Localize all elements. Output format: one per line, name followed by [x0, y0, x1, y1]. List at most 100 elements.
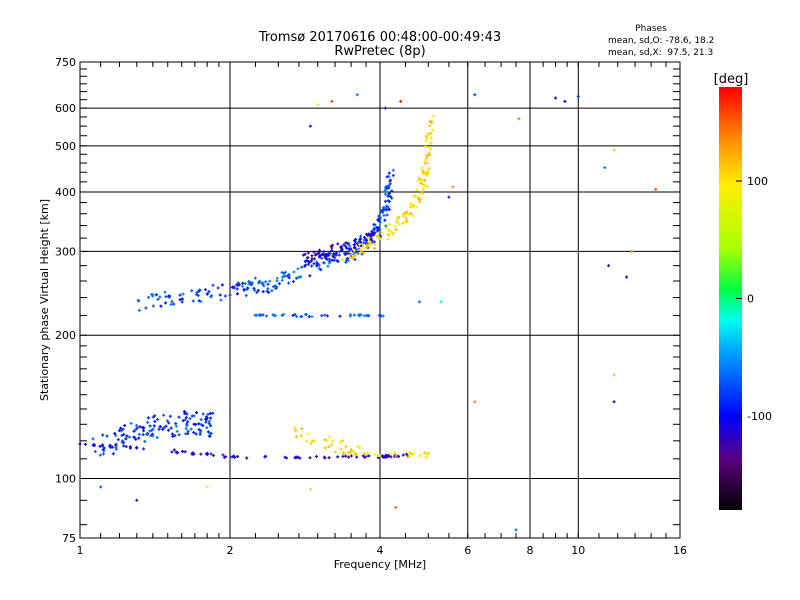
trace-point: [409, 202, 413, 206]
trace-point: [209, 424, 213, 428]
trace-point: [364, 246, 368, 250]
trace-point: [388, 194, 392, 198]
trace-point: [407, 451, 411, 455]
trace-point: [352, 248, 356, 252]
trace-point: [264, 280, 268, 284]
trace-point: [363, 235, 367, 239]
trace-point: [380, 231, 384, 235]
trace-point: [411, 195, 415, 199]
trace-point: [114, 442, 118, 446]
trace-point: [376, 234, 380, 238]
trace-point: [122, 444, 126, 448]
trace-point: [292, 270, 296, 274]
stats-o-mode: mean, sd,O: -78.6, 18.2: [608, 36, 714, 46]
trace-point: [339, 447, 343, 451]
trace-point: [101, 452, 105, 456]
trace-point: [342, 243, 346, 247]
trace-point: [395, 217, 399, 221]
trace-point: [168, 414, 172, 418]
trace-point: [322, 261, 326, 265]
trace-point: [346, 259, 350, 263]
trace-point: [299, 434, 303, 438]
trace-point: [143, 439, 147, 443]
trace-point: [387, 233, 391, 237]
outlier-point: [612, 148, 616, 152]
trace-point: [147, 295, 151, 299]
trace-point: [379, 314, 383, 318]
trace-point: [378, 237, 382, 241]
trace-point: [326, 264, 330, 268]
trace-point: [258, 279, 262, 283]
trace-point: [190, 414, 194, 418]
trace-point: [209, 416, 213, 420]
trace-point: [266, 287, 270, 291]
trace-point: [291, 280, 295, 284]
trace-point: [119, 426, 123, 430]
trace-point: [381, 206, 385, 210]
trace-point: [411, 204, 415, 208]
trace-point: [353, 245, 357, 249]
trace-point: [132, 429, 136, 433]
trace-point: [354, 247, 358, 251]
trace-point: [358, 446, 362, 450]
trace-point: [298, 456, 302, 460]
trace-point: [351, 249, 355, 253]
trace-point: [166, 428, 170, 432]
trace-point: [309, 441, 313, 445]
trace-point: [347, 455, 351, 459]
trace-point: [155, 436, 159, 440]
trace-point: [367, 454, 371, 458]
trace-point: [181, 419, 185, 423]
trace-point: [283, 270, 287, 274]
outlier-point: [517, 117, 521, 121]
trace-point: [277, 282, 281, 286]
trace-point: [418, 200, 422, 204]
outlier-point: [630, 249, 634, 253]
trace-point: [98, 453, 102, 457]
stats-x-mode: mean, sd,X: 97.5, 21.3: [608, 48, 713, 58]
outlier-point: [135, 498, 139, 502]
outlier-point: [473, 93, 477, 97]
trace-point: [422, 171, 426, 175]
trace-point: [344, 260, 348, 264]
trace-point: [141, 433, 145, 437]
trace-point: [175, 451, 179, 455]
trace-point: [275, 279, 279, 283]
y-tick-label: 200: [55, 329, 76, 342]
trace-point: [253, 276, 257, 280]
trace-point: [338, 250, 342, 254]
x-tick-label: 1: [77, 544, 84, 557]
trace-point: [145, 432, 149, 436]
trace-point: [327, 261, 331, 265]
trace-point: [111, 452, 115, 456]
trace-point: [128, 435, 132, 439]
trace-point: [424, 145, 428, 149]
trace-point: [327, 251, 331, 255]
trace-point: [330, 249, 334, 253]
trace-point: [323, 313, 327, 317]
outlier-point: [654, 187, 658, 191]
trace-point: [164, 295, 168, 299]
trace-point: [340, 439, 344, 443]
trace-point: [365, 232, 369, 236]
trace-point: [403, 211, 407, 215]
trace-point: [211, 283, 215, 287]
trace-point: [197, 299, 201, 303]
trace-point: [385, 208, 389, 212]
trace-point: [170, 450, 174, 454]
trace-point: [395, 220, 399, 224]
trace-point: [387, 171, 391, 175]
trace-point: [362, 251, 366, 255]
stats-heading: Phases: [635, 24, 667, 34]
trace-point: [256, 288, 260, 292]
x-tick-label: 8: [527, 544, 534, 557]
trace-point: [344, 246, 348, 250]
trace-point: [430, 121, 434, 125]
trace-point: [101, 433, 105, 437]
trace-point: [426, 161, 430, 165]
trace-point: [346, 256, 350, 260]
trace-point: [137, 436, 141, 440]
trace-point: [236, 454, 240, 458]
trace-point: [366, 314, 370, 318]
trace-point: [190, 289, 194, 293]
